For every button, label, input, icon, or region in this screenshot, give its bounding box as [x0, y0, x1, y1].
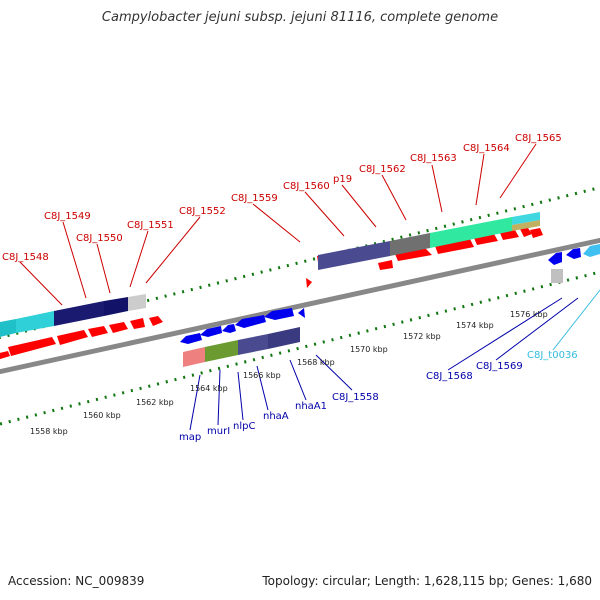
forward-gene[interactable]: [57, 330, 88, 345]
forward-gene[interactable]: [109, 322, 128, 333]
feature-bar[interactable]: [54, 301, 104, 326]
forward-gene[interactable]: [0, 351, 10, 360]
gene-label[interactable]: nhaA1: [295, 401, 327, 412]
forward-gene[interactable]: [530, 228, 543, 238]
gene-label[interactable]: C8J_1569: [476, 361, 523, 372]
forward-tick-track: [0, 185, 600, 340]
feature-bar[interactable]: [512, 220, 540, 231]
scale-label: 1566 kbp: [243, 371, 281, 380]
scale-label: 1562 kbp: [136, 398, 174, 407]
forward-feature-bars: [0, 212, 540, 337]
forward-leader-lines: [19, 143, 537, 306]
gene-label[interactable]: C8J_1564: [463, 143, 510, 154]
reverse-gene[interactable]: [566, 248, 581, 259]
gene-label[interactable]: murI: [207, 426, 230, 437]
reverse-gene[interactable]: [222, 324, 236, 333]
forward-gene[interactable]: [149, 316, 163, 326]
gene-label[interactable]: C8J_1568: [426, 371, 473, 382]
feature-bar[interactable]: [104, 297, 128, 316]
gene-label[interactable]: nhaA: [263, 411, 289, 422]
reverse-leader-lines: [189, 297, 579, 431]
accession-text: Accession: NC_009839: [8, 574, 145, 588]
gene-label[interactable]: C8J_1549: [44, 211, 91, 222]
gene-label[interactable]: C8J_1559: [231, 193, 278, 204]
trna-leader-line: [552, 289, 600, 351]
reverse-feature-bars: [183, 327, 300, 367]
feature-bar[interactable]: [0, 319, 16, 337]
gene-label[interactable]: nlpC: [233, 421, 255, 432]
feature-bar[interactable]: [183, 347, 205, 367]
gene-label[interactable]: C8J_1563: [410, 153, 457, 164]
feature-bar[interactable]: [268, 327, 300, 349]
gene-label[interactable]: C8J_1560: [283, 181, 330, 192]
feature-bar[interactable]: [128, 294, 146, 311]
reverse-labels: map murI nlpC nhaA nhaA1 C8J_1558 C8J_15…: [179, 361, 523, 443]
scale-label: 1572 kbp: [403, 332, 441, 341]
feature-bar[interactable]: [16, 311, 54, 333]
map-title: Campylobacter jejuni subsp. jejuni 81116…: [101, 10, 499, 25]
trna-label[interactable]: C8J_t0036: [527, 350, 578, 361]
feature-bar[interactable]: [238, 334, 268, 355]
reverse-gene[interactable]: [298, 308, 305, 318]
feature-bar[interactable]: [205, 340, 238, 362]
gene-label[interactable]: map: [179, 432, 201, 443]
forward-labels: C8J_1548 C8J_1549 C8J_1550 C8J_1551 C8J_…: [2, 133, 562, 263]
genome-summary-text: Topology: circular; Length: 1,628,115 bp…: [262, 574, 592, 588]
scale-label: 1560 kbp: [83, 411, 121, 420]
gene-label[interactable]: C8J_1565: [515, 133, 562, 144]
gene-label[interactable]: C8J_1551: [127, 220, 174, 231]
forward-gene[interactable]: [88, 326, 108, 337]
forward-gene[interactable]: [306, 278, 312, 288]
reverse-gene[interactable]: [180, 333, 202, 344]
reverse-gene-box[interactable]: [551, 269, 563, 283]
reverse-gene[interactable]: [200, 326, 222, 337]
gene-label[interactable]: C8J_1562: [359, 164, 406, 175]
gene-label[interactable]: C8J_1550: [76, 233, 123, 244]
scale-label: 1564 kbp: [190, 384, 228, 393]
scale-label: 1558 kbp: [30, 427, 68, 436]
feature-bar[interactable]: [430, 217, 512, 248]
forward-gene[interactable]: [130, 318, 145, 329]
gene-label[interactable]: p19: [333, 174, 352, 185]
scale-label: 1568 kbp: [297, 358, 335, 367]
trna-gene[interactable]: [583, 244, 600, 257]
forward-gene[interactable]: [520, 228, 532, 237]
forward-gene[interactable]: [395, 248, 432, 261]
genome-backbone: [0, 237, 600, 375]
gene-label[interactable]: C8J_1558: [332, 392, 379, 403]
reverse-gene[interactable]: [264, 308, 294, 320]
feature-bar[interactable]: [512, 212, 540, 225]
scale-label: 1570 kbp: [350, 345, 388, 354]
reverse-gene[interactable]: [548, 252, 562, 265]
forward-gene[interactable]: [435, 239, 474, 254]
gene-label[interactable]: C8J_1548: [2, 252, 49, 263]
scale-labels: 1558 kbp 1560 kbp 1562 kbp 1564 kbp 1566…: [30, 310, 548, 436]
reverse-gene[interactable]: [235, 315, 266, 328]
reverse-gene-track: [180, 244, 600, 344]
feature-bar[interactable]: [390, 233, 430, 256]
forward-gene[interactable]: [474, 234, 498, 245]
gene-label[interactable]: C8J_1552: [179, 206, 226, 217]
feature-bar[interactable]: [318, 241, 390, 270]
forward-gene[interactable]: [8, 337, 56, 356]
scale-label: 1576 kbp: [510, 310, 548, 319]
forward-gene[interactable]: [378, 260, 393, 270]
scale-label: 1574 kbp: [456, 321, 494, 330]
